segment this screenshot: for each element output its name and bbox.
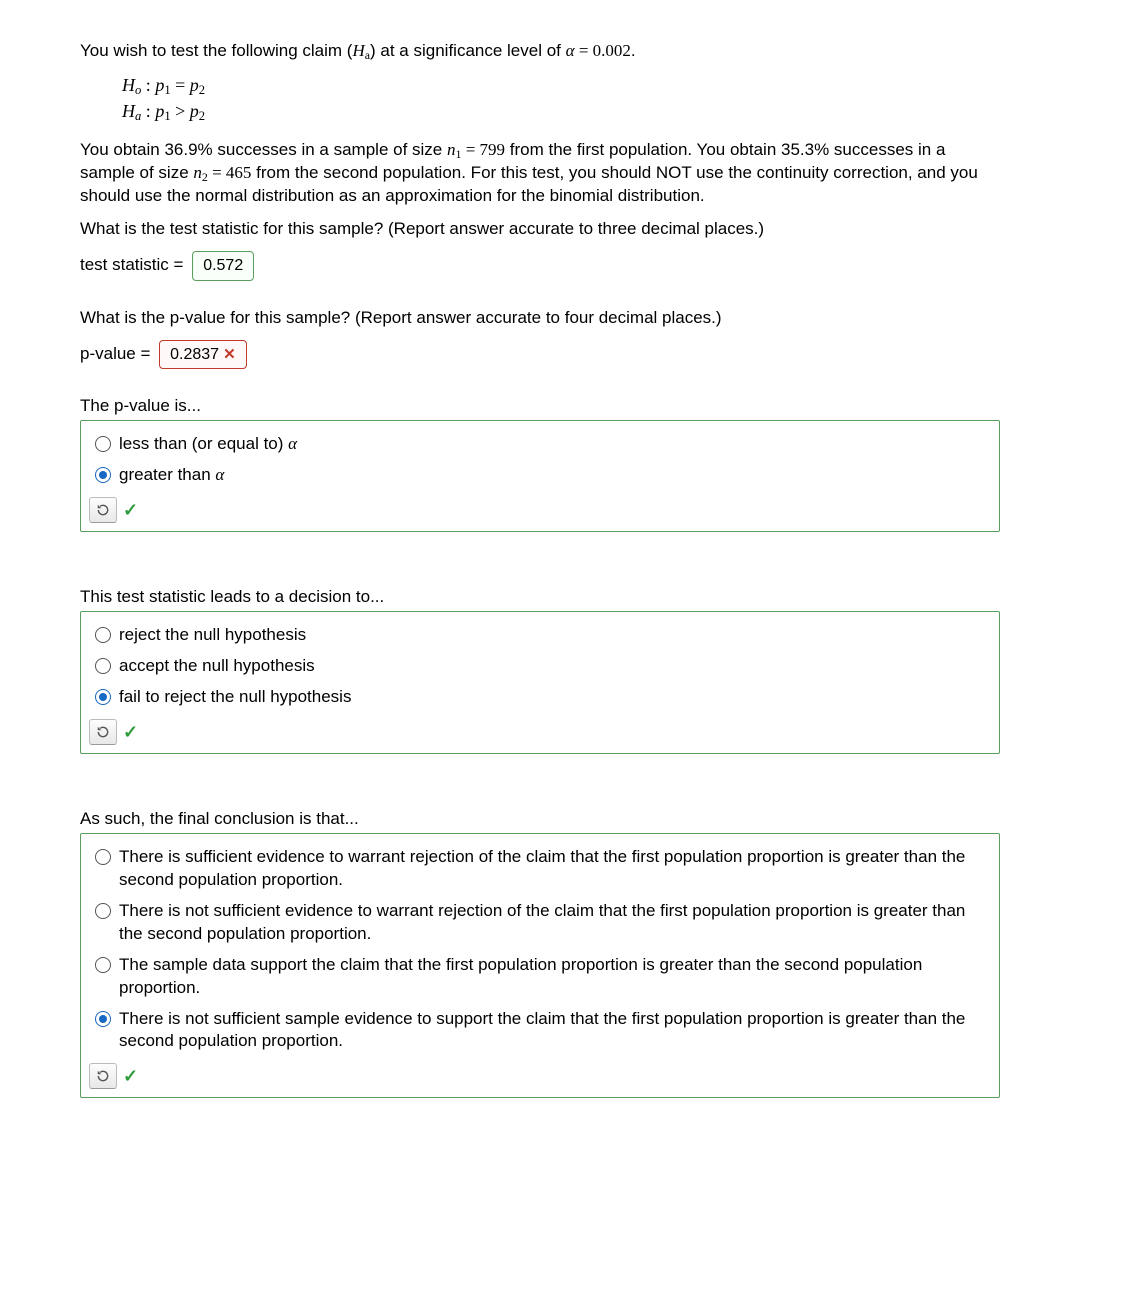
data-paragraph: You obtain 36.9% successes in a sample o…	[80, 139, 1000, 208]
radio-option[interactable]: fail to reject the null hypothesis	[89, 682, 991, 713]
n1eq: = 799	[461, 140, 505, 159]
radio-option[interactable]: There is not sufficient sample evidence …	[89, 1004, 991, 1058]
hypotheses: Ho : p1 = p2 Ha : p1 > p2	[122, 73, 1000, 125]
option-label: There is not sufficient sample evidence …	[119, 1008, 985, 1054]
sec3-prompt: As such, the final conclusion is that...	[80, 808, 1000, 831]
sec3-options: There is sufficient evidence to warrant …	[80, 833, 1000, 1099]
radio-option[interactable]: There is sufficient evidence to warrant …	[89, 842, 991, 896]
pv-value: 0.2837	[170, 346, 219, 363]
alpha-val: = 0.002	[575, 41, 631, 60]
option-label: less than (or equal to) α	[119, 433, 985, 456]
intro-text-a: You wish to test the following claim (	[80, 41, 352, 60]
retry-icon	[96, 1069, 110, 1083]
null-hypothesis: Ho : p1 = p2	[122, 73, 1000, 99]
option-label: There is not sufficient evidence to warr…	[119, 900, 985, 946]
radio-option[interactable]: less than (or equal to) α	[89, 429, 991, 460]
radio-unselected-icon	[95, 957, 111, 973]
Ha-symbol: Ha	[352, 41, 370, 60]
option-label: reject the null hypothesis	[119, 624, 985, 647]
sec1-feedback: ✓	[89, 497, 991, 523]
question-body: You wish to test the following claim (Ha…	[80, 40, 1000, 1098]
radio-unselected-icon	[95, 658, 111, 674]
radio-option[interactable]: greater than α	[89, 460, 991, 491]
retry-button[interactable]	[89, 497, 117, 523]
correct-icon: ✓	[123, 1064, 138, 1088]
option-label: The sample data support the claim that t…	[119, 954, 985, 1000]
radio-option[interactable]: The sample data support the claim that t…	[89, 950, 991, 1004]
pv-answer-line: p-value = 0.2837✕	[80, 340, 1000, 370]
ts-label: test statistic =	[80, 255, 188, 274]
sec2-feedback: ✓	[89, 719, 991, 745]
n2: n	[193, 163, 202, 182]
q-test-statistic: What is the test statistic for this samp…	[80, 218, 1000, 241]
correct-icon: ✓	[123, 498, 138, 522]
option-label: There is sufficient evidence to warrant …	[119, 846, 985, 892]
retry-button[interactable]	[89, 719, 117, 745]
alpha-eq: α	[566, 41, 575, 60]
radio-option[interactable]: There is not sufficient evidence to warr…	[89, 896, 991, 950]
sec1-options: less than (or equal to) αgreater than α …	[80, 420, 1000, 532]
p2a: You obtain 36.9% successes in a sample o…	[80, 140, 447, 159]
sec3-feedback: ✓	[89, 1063, 991, 1089]
radio-unselected-icon	[95, 903, 111, 919]
correct-icon: ✓	[123, 720, 138, 744]
pv-answer-box[interactable]: 0.2837✕	[159, 340, 247, 370]
option-label: fail to reject the null hypothesis	[119, 686, 985, 709]
radio-option[interactable]: accept the null hypothesis	[89, 651, 991, 682]
option-label: greater than α	[119, 464, 985, 487]
radio-unselected-icon	[95, 849, 111, 865]
sec1-prompt: The p-value is...	[80, 395, 1000, 418]
radio-selected-icon	[95, 689, 111, 705]
retry-button[interactable]	[89, 1063, 117, 1089]
n2eq: = 465	[208, 163, 252, 182]
sec2-prompt: This test statistic leads to a decision …	[80, 586, 1000, 609]
radio-unselected-icon	[95, 627, 111, 643]
option-label: accept the null hypothesis	[119, 655, 985, 678]
intro-period: .	[631, 41, 636, 60]
retry-icon	[96, 725, 110, 739]
q-p-value: What is the p-value for this sample? (Re…	[80, 307, 1000, 330]
radio-unselected-icon	[95, 436, 111, 452]
ts-answer-line: test statistic = 0.572	[80, 251, 1000, 281]
radio-selected-icon	[95, 467, 111, 483]
ts-answer-box[interactable]: 0.572	[192, 251, 254, 281]
retry-icon	[96, 503, 110, 517]
wrong-icon: ✕	[223, 346, 236, 363]
radio-option[interactable]: reject the null hypothesis	[89, 620, 991, 651]
sec2-options: reject the null hypothesis accept the nul…	[80, 611, 1000, 754]
intro-text-b: ) at a significance level of	[370, 41, 566, 60]
radio-selected-icon	[95, 1011, 111, 1027]
alt-hypothesis: Ha : p1 > p2	[122, 99, 1000, 125]
ts-value: 0.572	[203, 257, 243, 274]
intro-line: You wish to test the following claim (Ha…	[80, 40, 1000, 63]
pv-label: p-value =	[80, 344, 155, 363]
